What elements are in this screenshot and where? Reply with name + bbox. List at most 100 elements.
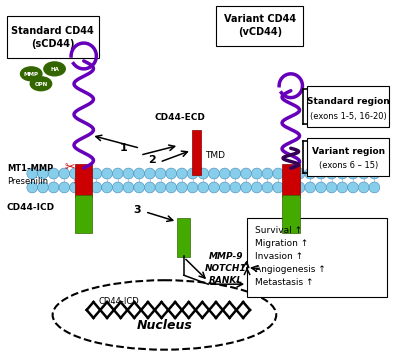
Circle shape	[38, 168, 48, 179]
Text: Nucleus: Nucleus	[136, 320, 192, 332]
Text: OPN: OPN	[34, 82, 48, 87]
Circle shape	[305, 168, 316, 179]
Circle shape	[198, 182, 209, 193]
Text: TMD: TMD	[205, 151, 225, 160]
Ellipse shape	[30, 77, 52, 91]
Circle shape	[144, 168, 155, 179]
Text: CD44-ICD: CD44-ICD	[7, 203, 55, 212]
Text: NOTCH1: NOTCH1	[205, 264, 246, 273]
Text: Variant CD44: Variant CD44	[224, 14, 296, 24]
Circle shape	[134, 182, 144, 193]
Text: RANKL: RANKL	[209, 276, 243, 285]
Text: MMP: MMP	[24, 72, 39, 77]
Circle shape	[123, 182, 134, 193]
Bar	[7, 16, 99, 58]
Bar	[307, 86, 389, 127]
Text: 2: 2	[148, 155, 156, 165]
Bar	[307, 138, 389, 176]
Circle shape	[166, 182, 176, 193]
Text: 1: 1	[120, 143, 128, 153]
Circle shape	[316, 182, 326, 193]
Circle shape	[155, 182, 166, 193]
Ellipse shape	[44, 62, 65, 76]
Circle shape	[348, 182, 358, 193]
Text: MT1-MMP: MT1-MMP	[7, 164, 53, 173]
Bar	[247, 218, 387, 297]
Text: (vCD44): (vCD44)	[238, 27, 282, 37]
Text: (exons 1-5, 16-20): (exons 1-5, 16-20)	[310, 112, 386, 121]
Text: Survival ↑: Survival ↑	[255, 226, 302, 235]
Text: (exons 6 – 15): (exons 6 – 15)	[318, 160, 378, 169]
Circle shape	[176, 182, 187, 193]
Circle shape	[273, 182, 284, 193]
Bar	[282, 164, 300, 197]
Text: (sCD44): (sCD44)	[31, 39, 74, 49]
Circle shape	[358, 168, 369, 179]
Text: Metastasis ↑: Metastasis ↑	[255, 278, 313, 287]
Text: Invasion ↑: Invasion ↑	[255, 252, 303, 261]
Circle shape	[91, 168, 102, 179]
Circle shape	[187, 182, 198, 193]
Circle shape	[316, 168, 326, 179]
Text: Standard region: Standard region	[307, 97, 390, 106]
Circle shape	[358, 182, 369, 193]
Circle shape	[294, 168, 305, 179]
Circle shape	[27, 182, 38, 193]
Circle shape	[48, 182, 59, 193]
Circle shape	[294, 182, 305, 193]
Circle shape	[273, 168, 284, 179]
Circle shape	[262, 182, 273, 193]
Circle shape	[305, 182, 316, 193]
Circle shape	[369, 182, 380, 193]
Circle shape	[230, 182, 241, 193]
Bar	[192, 130, 201, 175]
Circle shape	[59, 182, 70, 193]
Circle shape	[252, 182, 262, 193]
Circle shape	[262, 168, 273, 179]
Circle shape	[91, 182, 102, 193]
Text: ✂: ✂	[65, 160, 75, 174]
Text: ✕: ✕	[72, 180, 78, 186]
Circle shape	[59, 168, 70, 179]
Circle shape	[369, 168, 380, 179]
Circle shape	[134, 168, 144, 179]
Bar	[75, 195, 92, 233]
Circle shape	[27, 168, 38, 179]
Circle shape	[166, 168, 176, 179]
Circle shape	[70, 168, 80, 179]
Bar	[177, 218, 190, 257]
Circle shape	[241, 168, 252, 179]
Circle shape	[326, 168, 337, 179]
Text: HA: HA	[50, 67, 59, 73]
Circle shape	[219, 182, 230, 193]
Circle shape	[123, 168, 134, 179]
Circle shape	[48, 168, 59, 179]
Circle shape	[187, 168, 198, 179]
Circle shape	[112, 168, 123, 179]
Circle shape	[209, 168, 219, 179]
Bar	[75, 164, 92, 197]
Text: MMP-9: MMP-9	[208, 252, 243, 261]
Circle shape	[198, 168, 209, 179]
Text: Presenilin: Presenilin	[7, 177, 48, 186]
Circle shape	[70, 182, 80, 193]
Text: CD44-ECD: CD44-ECD	[155, 113, 206, 122]
Circle shape	[337, 182, 348, 193]
Circle shape	[38, 182, 48, 193]
Text: Migration ↑: Migration ↑	[255, 239, 308, 248]
Text: 3: 3	[133, 205, 141, 215]
Ellipse shape	[53, 280, 276, 350]
Circle shape	[112, 182, 123, 193]
Circle shape	[241, 182, 252, 193]
Circle shape	[144, 182, 155, 193]
Text: Standard CD44: Standard CD44	[11, 26, 94, 36]
Circle shape	[348, 168, 358, 179]
Circle shape	[102, 168, 112, 179]
Ellipse shape	[20, 67, 42, 81]
Circle shape	[230, 168, 241, 179]
Text: Variant region: Variant region	[312, 147, 385, 156]
Circle shape	[337, 168, 348, 179]
Circle shape	[209, 182, 219, 193]
Bar	[216, 6, 304, 46]
Circle shape	[176, 168, 187, 179]
